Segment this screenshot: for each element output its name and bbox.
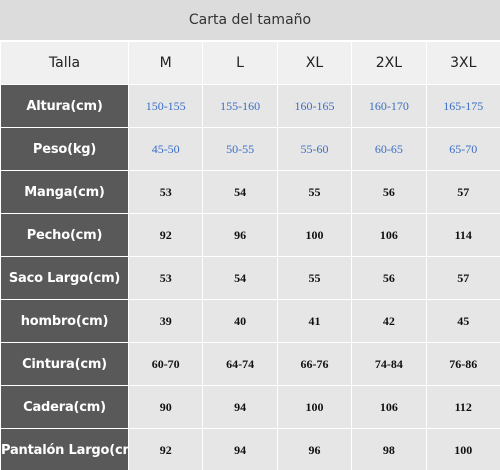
table-row: Saco Largo(cm) 53 54 55 56 57 [0,256,500,300]
table-cell: 114 [425,213,500,257]
table-cell: 53 [127,256,204,300]
size-header: 3XL [425,41,500,85]
row-label: Pantalón Largo(cm) [0,428,129,470]
table-cell: 40 [202,299,278,343]
table-cell: 100 [276,213,353,257]
table-cell: 42 [351,299,427,343]
size-header: M [127,41,204,85]
table-cell: 66-76 [276,342,353,386]
size-header: XL [276,41,353,85]
row-label: hombro(cm) [0,299,129,343]
table-row: Peso(kg) 45-50 50-55 55-60 60-65 65-70 [0,127,500,171]
table-cell: 57 [425,256,500,300]
table-cell: 112 [425,385,500,429]
table-cell: 60-65 [351,127,427,171]
table-row: Cadera(cm) 90 94 100 106 112 [0,385,500,429]
size-table: Talla M L XL 2XL 3XL Altura(cm) 150-155 … [0,41,500,470]
table-cell: 165-175 [425,84,500,128]
table-cell: 106 [351,213,427,257]
table-cell: 96 [202,213,278,257]
table-cell: 45-50 [127,127,204,171]
table-cell: 155-160 [202,84,278,128]
table-cell: 45 [425,299,500,343]
size-header: L [202,41,278,85]
row-label: Cadera(cm) [0,385,129,429]
table-cell: 150-155 [127,84,204,128]
table-cell: 92 [127,428,204,470]
table-cell: 39 [127,299,204,343]
header-row: Talla M L XL 2XL 3XL [0,41,500,85]
table-row: Pantalón Largo(cm) 92 94 96 98 100 [0,428,500,470]
table-cell: 57 [425,170,500,214]
table-row: hombro(cm) 39 40 41 42 45 [0,299,500,343]
table-cell: 76-86 [425,342,500,386]
table-cell: 160-165 [276,84,353,128]
table-row: Altura(cm) 150-155 155-160 160-165 160-1… [0,84,500,128]
table-cell: 60-70 [127,342,204,386]
row-label: Cintura(cm) [0,342,129,386]
table-row: Manga(cm) 53 54 55 56 57 [0,170,500,214]
row-label: Pecho(cm) [0,213,129,257]
table-cell: 92 [127,213,204,257]
table-cell: 90 [127,385,204,429]
size-header: 2XL [351,41,427,85]
table-cell: 53 [127,170,204,214]
table-cell: 94 [202,385,278,429]
table-cell: 160-170 [351,84,427,128]
row-label: Saco Largo(cm) [0,256,129,300]
table-cell: 55 [276,170,353,214]
table-cell: 54 [202,256,278,300]
table-row: Pecho(cm) 92 96 100 106 114 [0,213,500,257]
table-cell: 55-60 [276,127,353,171]
table-row: Cintura(cm) 60-70 64-74 66-76 74-84 76-8… [0,342,500,386]
chart-title: Carta del tamaño [0,0,500,41]
table-cell: 55 [276,256,353,300]
table-cell: 100 [425,428,500,470]
table-cell: 65-70 [425,127,500,171]
table-cell: 54 [202,170,278,214]
table-cell: 96 [276,428,353,470]
table-cell: 64-74 [202,342,278,386]
table-cell: 98 [351,428,427,470]
table-cell: 56 [351,170,427,214]
row-label: Peso(kg) [0,127,129,171]
row-label: Manga(cm) [0,170,129,214]
table-cell: 41 [276,299,353,343]
table-cell: 74-84 [351,342,427,386]
table-cell: 106 [351,385,427,429]
table-cell: 50-55 [202,127,278,171]
table-cell: 100 [276,385,353,429]
row-label: Altura(cm) [0,84,129,128]
size-column-label: Talla [0,41,129,85]
table-cell: 56 [351,256,427,300]
table-cell: 94 [202,428,278,470]
